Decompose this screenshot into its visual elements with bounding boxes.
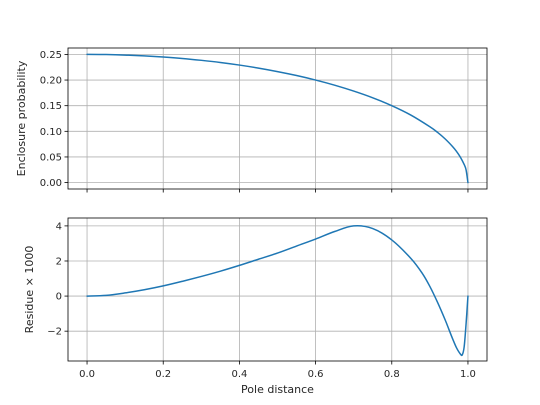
bottom-subplot-ticks: 0.0 0.2 0.4 0.6 0.8 1.0 −2 0 2 4 — [47, 221, 476, 380]
bottom-xtick-label: 1.0 — [460, 369, 476, 380]
top-subplot-frame — [67, 47, 488, 190]
bottom-xtick-label: 0.2 — [155, 369, 171, 380]
bottom-xtick-label: 0.4 — [231, 369, 247, 380]
bottom-xtick-label: 0.8 — [384, 369, 400, 380]
top-ytick-label: 0.25 — [40, 50, 62, 61]
top-subplot-ticks: 0.00 0.05 0.10 0.15 0.20 0.25 — [40, 50, 469, 193]
bottom-ytick-label: 0 — [56, 292, 62, 303]
top-subplot-grid — [68, 48, 487, 189]
top-ytick-label: 0.00 — [40, 178, 62, 189]
top-ytick-label: 0.05 — [40, 152, 62, 163]
bottom-subplot-ylabel: Residue × 1000 — [23, 246, 36, 334]
bottom-xtick-label: 0.0 — [79, 369, 95, 380]
top-subplot-ylabel: Enclosure probability — [15, 60, 28, 176]
bottom-series-line — [86, 225, 469, 357]
bottom-subplot-frame — [67, 217, 488, 362]
bottom-subplot: 0.0 0.2 0.4 0.6 0.8 1.0 −2 0 2 4 Residue × 1000 P… — [23, 217, 488, 396]
bottom-subplot-grid — [68, 218, 487, 361]
top-subplot-series — [86, 53, 469, 184]
top-subplot: 0.00 0.05 0.10 0.15 0.20 0.25 Enclosure proba… — [15, 47, 488, 193]
bottom-subplot-series — [86, 225, 469, 357]
bottom-ytick-label: 4 — [56, 221, 62, 232]
bottom-ytick-label: −2 — [47, 327, 62, 338]
top-ytick-label: 0.10 — [40, 127, 62, 138]
top-series-line — [86, 53, 469, 184]
bottom-ytick-label: 2 — [56, 256, 62, 267]
bottom-xtick-label: 0.6 — [308, 369, 324, 380]
top-ytick-label: 0.20 — [40, 76, 62, 87]
bottom-subplot-xlabel: Pole distance — [241, 383, 314, 396]
top-ytick-label: 0.15 — [40, 101, 62, 112]
